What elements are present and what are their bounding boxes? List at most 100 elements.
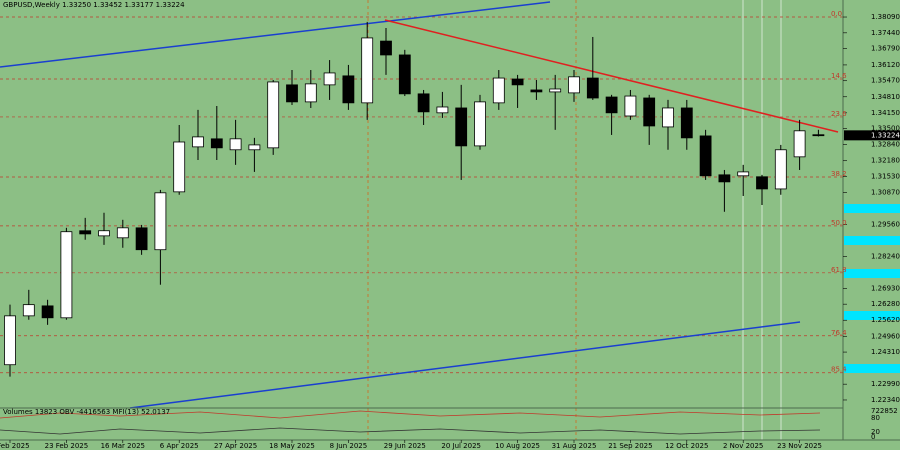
indicator-tick-label: 0 <box>871 433 875 441</box>
y-tick-label: 1.37440 <box>871 29 900 37</box>
x-tick-label: 8 Jun 2025 <box>330 442 368 450</box>
candle-body <box>643 97 656 127</box>
indicator-tick-label: 20 <box>871 428 880 436</box>
x-tick-label: 23 Nov 2025 <box>777 442 822 450</box>
x-tick-label: 2 Nov 2025 <box>723 442 763 450</box>
alert-marker <box>844 204 900 213</box>
y-tick-label: 1.26280 <box>871 300 900 308</box>
x-tick-label: 2 Feb 2025 <box>0 442 30 450</box>
y-tick-label: 1.35470 <box>871 77 900 85</box>
y-tick-label: 1.36790 <box>871 45 900 53</box>
candle-body <box>699 135 712 177</box>
indicator-line <box>0 427 821 435</box>
candle-body <box>79 230 92 235</box>
y-tick-label: 1.24310 <box>871 348 900 356</box>
candle-body <box>455 107 468 147</box>
candle-body <box>586 77 599 99</box>
y-tick-label: 1.25620 <box>871 316 900 324</box>
fib-label: 50.0 <box>831 219 847 227</box>
x-tick-label: 16 Mar 2025 <box>101 442 145 450</box>
fib-label: 85.4 <box>831 366 847 374</box>
x-tick-label: 18 May 2025 <box>269 442 315 450</box>
candle-body <box>22 304 35 317</box>
indicator-title: Volumes 13823 OBV -4416563 MFI(13) 52.01… <box>3 408 170 416</box>
candle-body <box>756 176 768 190</box>
candle-body <box>4 315 16 366</box>
alert-marker <box>844 364 900 373</box>
x-tick-label: 12 Oct 2025 <box>665 442 708 450</box>
fib-label: 61.8 <box>831 266 847 274</box>
last-price-box <box>844 130 900 141</box>
candle-body <box>173 141 186 193</box>
indicator-tick-label: 722852 <box>871 407 898 415</box>
candle-body <box>398 54 411 95</box>
y-tick-label: 1.38090 <box>871 13 900 21</box>
y-tick-label: 1.22990 <box>871 380 900 388</box>
candle-body <box>436 106 449 114</box>
indicator-tick-label: 80 <box>871 414 880 422</box>
x-tick-label: 31 Aug 2025 <box>552 442 597 450</box>
fib-label: 0.0 <box>831 10 842 18</box>
candle-body <box>380 40 392 56</box>
candle-body <box>549 88 562 93</box>
candle-body <box>530 89 543 93</box>
candle-body <box>248 144 261 151</box>
candle-body <box>267 81 280 149</box>
candle-body <box>60 231 73 319</box>
y-tick-label: 1.31530 <box>871 173 900 181</box>
candle-body <box>793 130 806 158</box>
y-tick-label: 1.36120 <box>871 61 900 69</box>
y-tick-label: 1.26930 <box>871 284 900 292</box>
chart-title: GBPUSD,Weekly 1.33250 1.33452 1.33177 1.… <box>3 1 185 9</box>
x-tick-label: 21 Sep 2025 <box>608 442 652 450</box>
fib-label: 38.2 <box>831 170 847 178</box>
x-tick-label: 6 Apr 2025 <box>160 442 199 450</box>
y-tick-label: 1.34810 <box>871 93 900 101</box>
candle-body <box>361 37 374 104</box>
indicator-line <box>0 410 821 419</box>
alert-marker <box>844 311 900 320</box>
alert-marker <box>844 269 900 278</box>
y-tick-label: 1.30870 <box>871 189 900 197</box>
resistance-line <box>384 19 839 133</box>
candle-body <box>568 76 580 94</box>
candle-body <box>624 95 637 117</box>
candle-body <box>718 174 731 183</box>
y-tick-label: 1.28240 <box>871 253 900 261</box>
candle-body <box>812 134 825 137</box>
candle-body <box>323 72 336 86</box>
x-tick-label: 10 Aug 2025 <box>495 442 540 450</box>
candle-body <box>662 107 674 128</box>
y-tick-label: 1.22340 <box>871 396 900 404</box>
candle-body <box>41 305 54 319</box>
candle-body <box>342 75 355 104</box>
candle-body <box>192 136 204 148</box>
x-tick-label: 23 Feb 2025 <box>45 442 89 450</box>
fib-label: 14.6 <box>831 72 847 80</box>
candle-body <box>98 230 110 237</box>
candles-layer <box>4 21 825 377</box>
candle-body <box>737 171 750 177</box>
candle-body <box>680 107 693 139</box>
x-tick-label: 20 Jul 2025 <box>441 442 481 450</box>
fib-label: 76.4 <box>831 329 847 337</box>
y-tick-label: 1.34150 <box>871 109 900 117</box>
candle-body <box>210 138 223 149</box>
candle-body <box>511 78 524 86</box>
candle-body <box>116 227 129 239</box>
candle-body <box>492 77 505 104</box>
trend-line <box>129 321 801 409</box>
y-tick-label: 1.32180 <box>871 157 900 165</box>
candle-body <box>774 149 787 190</box>
candle-body <box>605 96 618 114</box>
fib-label: 23.6 <box>831 110 847 118</box>
candle-body <box>286 84 298 103</box>
candle-body <box>304 83 317 103</box>
y-tick-label: 1.29560 <box>871 220 900 228</box>
candle-body <box>417 93 430 113</box>
y-tick-label: 1.24960 <box>871 332 900 340</box>
alert-marker <box>844 236 900 245</box>
